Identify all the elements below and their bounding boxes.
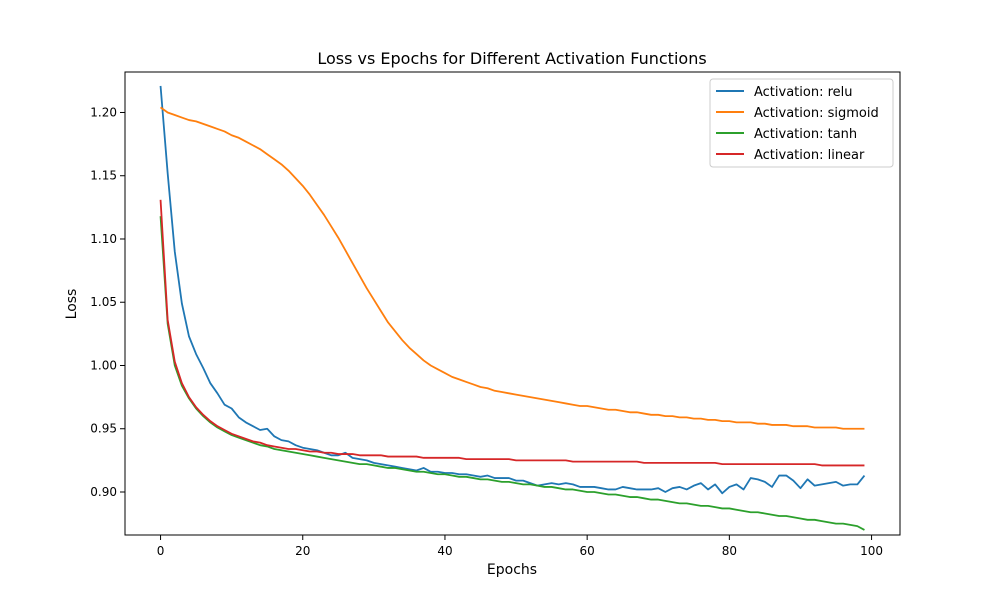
x-axis-ticks: 0 20 40 60 80 100 <box>157 535 883 558</box>
x-tick-label: 60 <box>580 544 595 558</box>
legend-label: Activation: tanh <box>754 127 857 142</box>
x-tick-label: 20 <box>295 544 310 558</box>
x-tick-label: 40 <box>437 544 452 558</box>
series-line-1 <box>160 106 865 430</box>
x-tick-label: 0 <box>157 544 165 558</box>
y-tick-label: 1.10 <box>90 232 117 246</box>
legend-label: Activation: linear <box>754 148 865 163</box>
series-lines <box>159 85 866 531</box>
plot-frame <box>124 71 901 536</box>
chart-title: Loss vs Epochs for Different Activation … <box>317 49 706 68</box>
y-tick-label: 0.95 <box>90 422 117 436</box>
legend-label: Activation: sigmoid <box>754 106 879 121</box>
series-line-3 <box>159 199 865 467</box>
y-tick-label: 1.05 <box>90 295 117 309</box>
legend-label: Activation: relu <box>754 85 853 100</box>
y-tick-label: 1.20 <box>90 105 117 119</box>
series-line-0 <box>159 85 866 495</box>
legend: Activation: relu Activation: sigmoid Activ… <box>709 78 894 168</box>
x-tick-label: 100 <box>860 544 883 558</box>
series-line-2 <box>159 216 865 531</box>
y-tick-label: 0.90 <box>90 485 117 499</box>
legend-box <box>709 78 894 168</box>
y-axis-ticks: 0.90 0.95 1.00 1.05 1.10 1.15 1.20 <box>90 105 125 499</box>
x-axis-label: Epochs <box>487 562 537 578</box>
y-axis-label: Loss <box>64 289 80 320</box>
x-tick-label: 80 <box>722 544 737 558</box>
y-tick-label: 1.00 <box>90 358 117 372</box>
y-tick-label: 1.15 <box>90 169 117 183</box>
